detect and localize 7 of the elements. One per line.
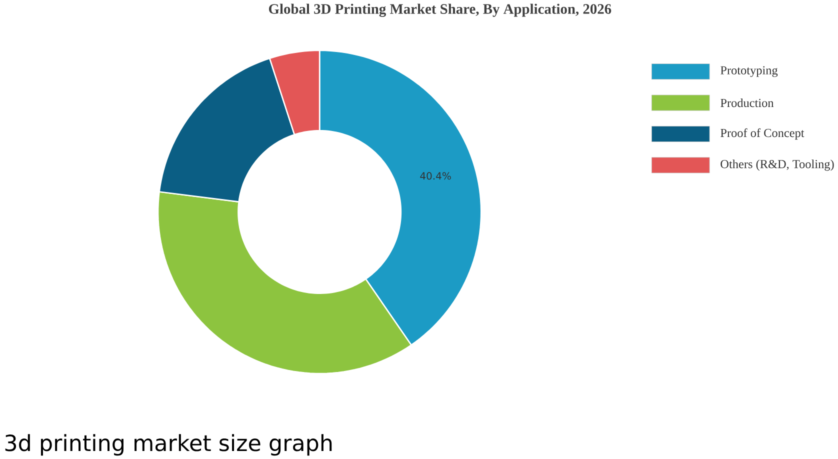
legend-label: Others (R&D, Tooling) bbox=[720, 159, 834, 171]
legend-label: Production bbox=[720, 98, 774, 107]
chart-title: Global 3D Printing Market Share, By Application, 2026 bbox=[268, 4, 612, 17]
legend-label: Proof of Concept bbox=[720, 128, 804, 140]
data-label: 40.4% bbox=[420, 172, 451, 180]
legend-label: Prototyping bbox=[720, 66, 778, 77]
text: 3d printing market size graph bbox=[5, 434, 332, 456]
